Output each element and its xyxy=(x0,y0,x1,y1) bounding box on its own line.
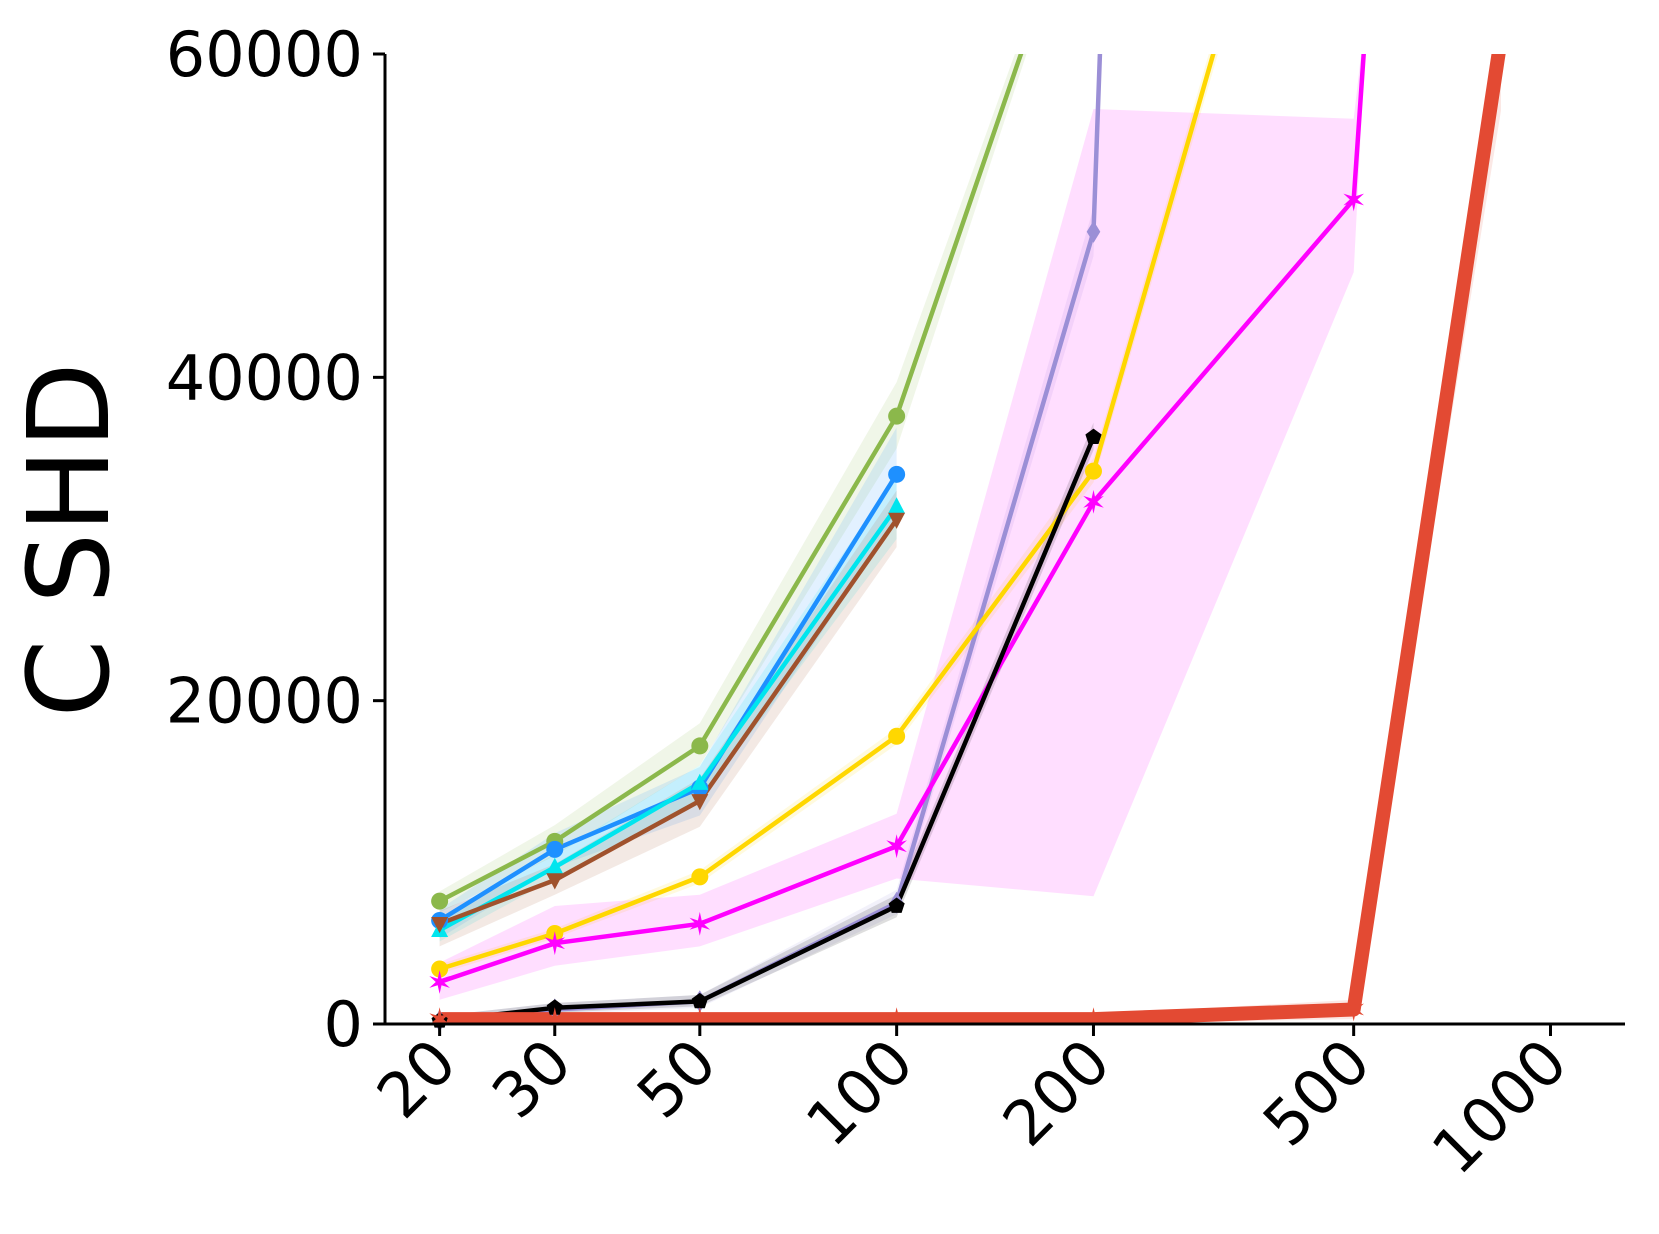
line-series-1 xyxy=(438,473,899,923)
point-8-2 xyxy=(689,1007,711,1031)
point-0-0 xyxy=(431,892,449,910)
point-5-0 xyxy=(431,960,449,978)
point-3-3 xyxy=(888,512,906,529)
point-5-2 xyxy=(691,868,709,886)
y-tick-label: 60000 xyxy=(166,18,363,91)
x-tick-label: 200 xyxy=(989,1025,1124,1160)
point-8-4 xyxy=(1083,1007,1104,1031)
point-3-1 xyxy=(546,873,564,890)
x-tick-label: 500 xyxy=(1249,1025,1384,1160)
x-tick-label: 100 xyxy=(792,1025,927,1160)
x-tick-label: 30 xyxy=(478,1025,585,1132)
point-2-3 xyxy=(888,497,906,514)
point-6-2 xyxy=(689,911,711,936)
series-markers xyxy=(429,187,1364,1032)
x-tick-label: 1000 xyxy=(1418,1025,1581,1188)
point-5-3 xyxy=(888,727,906,745)
point-7-1 xyxy=(546,999,563,1015)
x-tick-label: 50 xyxy=(623,1025,730,1132)
point-3-0 xyxy=(431,917,449,934)
y-axis-label: C SHD xyxy=(5,362,135,717)
confidence-bands xyxy=(439,54,1501,1024)
x-tick-label: 20 xyxy=(363,1025,470,1132)
point-6-0 xyxy=(429,970,450,994)
point-0-3 xyxy=(888,407,906,425)
point-6-1 xyxy=(544,931,566,956)
y-tick-label: 0 xyxy=(324,988,363,1061)
point-2-2 xyxy=(691,773,709,790)
point-6-5 xyxy=(1343,187,1364,212)
band-series-3 xyxy=(439,490,897,947)
point-8-5 xyxy=(1343,997,1364,1022)
point-0-2 xyxy=(691,737,709,755)
point-8-1 xyxy=(544,1007,566,1031)
line-series-5 xyxy=(438,54,1216,972)
point-2-1 xyxy=(546,857,564,874)
band-series-1 xyxy=(439,427,897,939)
point-6-4 xyxy=(1083,489,1104,514)
point-1-1 xyxy=(546,840,564,858)
line-series-2 xyxy=(438,505,899,933)
point-7-2 xyxy=(691,992,708,1009)
point-6-3 xyxy=(886,834,907,859)
point-8-3 xyxy=(886,1007,907,1031)
band-series-6 xyxy=(439,54,1365,1000)
point-4-4 xyxy=(1086,220,1101,243)
y-tick-label: 40000 xyxy=(166,341,363,414)
point-7-3 xyxy=(888,897,905,913)
point-5-4 xyxy=(1084,462,1102,480)
point-1-3 xyxy=(888,465,906,483)
point-3-2 xyxy=(691,794,709,811)
point-8-0 xyxy=(429,1007,450,1031)
point-7-4 xyxy=(1085,428,1102,444)
y-tick-label: 20000 xyxy=(166,665,363,738)
line-series-3 xyxy=(438,518,899,926)
